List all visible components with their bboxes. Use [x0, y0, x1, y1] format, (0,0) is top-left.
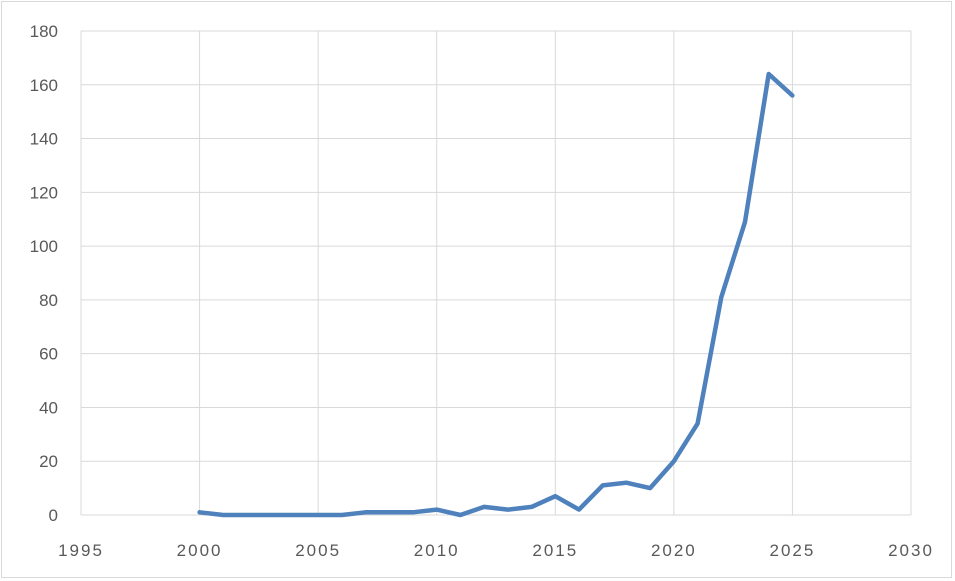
y-tick-label: 140 — [30, 130, 58, 149]
tick-labels: 0 20 40 60 80 100 120 140 160 180 1995 2000 2005 2010… — [30, 22, 934, 560]
y-tick-label: 160 — [30, 76, 58, 95]
y-tick-label: 60 — [39, 345, 58, 364]
x-tick-label: 1995 — [58, 541, 104, 560]
y-tick-label: 100 — [30, 237, 58, 256]
y-tick-label: 0 — [49, 506, 58, 525]
x-tick-label: 2000 — [177, 541, 223, 560]
x-tick-label: 2030 — [888, 541, 934, 560]
x-tick-label: 2005 — [295, 541, 341, 560]
series-line — [197, 71, 795, 518]
x-tick-label: 2025 — [770, 541, 816, 560]
y-tick-label: 120 — [30, 183, 58, 202]
y-tick-label: 40 — [39, 398, 58, 417]
series-layer — [197, 71, 795, 518]
x-tick-label: 2020 — [651, 541, 697, 560]
y-tick-label: 180 — [30, 22, 58, 41]
y-tick-label: 20 — [39, 452, 58, 471]
x-tick-label: 2010 — [414, 541, 460, 560]
gridlines — [80, 30, 912, 516]
y-tick-label: 80 — [39, 291, 58, 310]
x-tick-label: 2015 — [532, 541, 578, 560]
